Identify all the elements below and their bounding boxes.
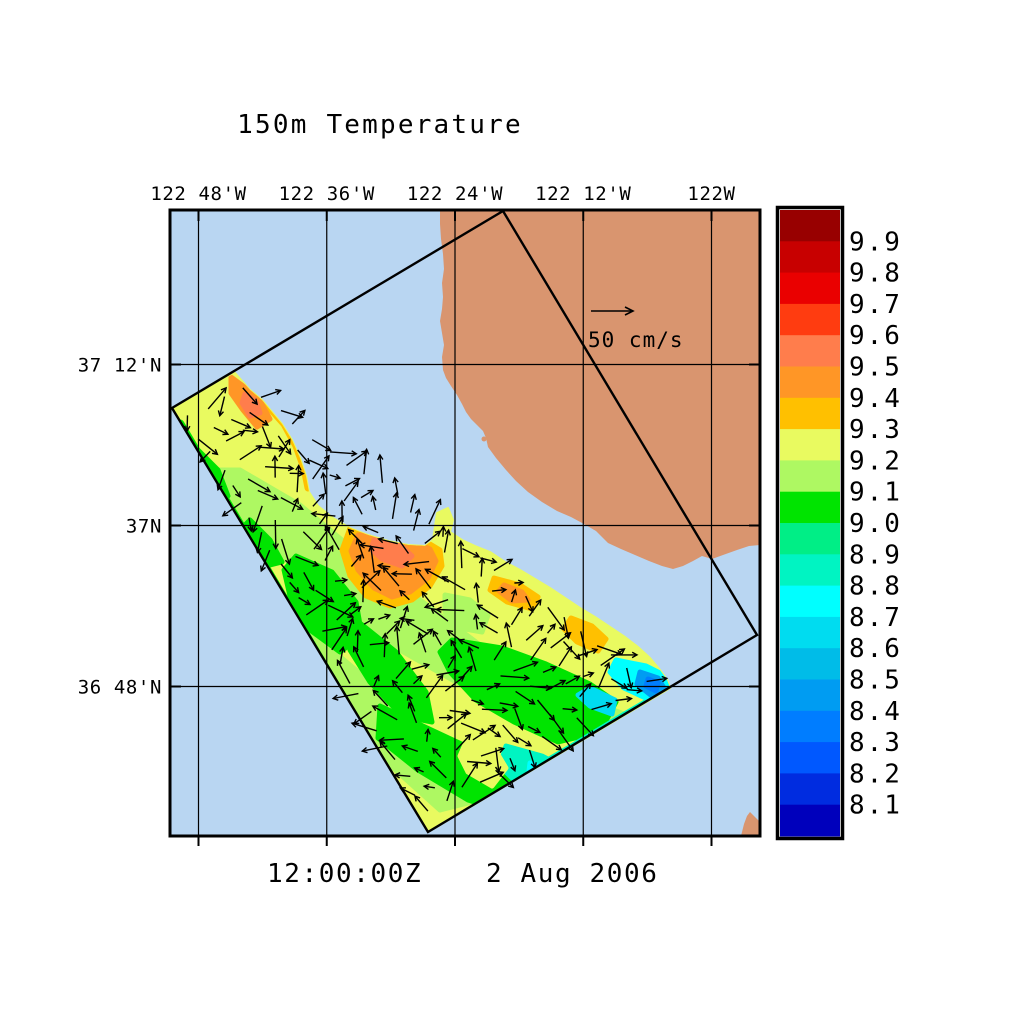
colorbar-tick-label: 9.6 [849,321,902,351]
colorbar-segment [780,335,840,367]
colorbar-segment [780,210,840,242]
longitude-tick-label: 122W [687,183,735,205]
colorbar-segment [780,804,840,837]
longitude-tick-label: 122 24'W [407,183,503,205]
colorbar-segment [780,616,840,649]
colorbar-segment [780,585,840,618]
colorbar-segment [780,241,840,274]
field-patch [437,637,619,745]
colorbar-tick-label: 8.4 [849,697,902,727]
colorbar-segment [780,554,840,587]
vector-scale-arrow [591,306,635,316]
colorbar-tick-label: 9.1 [849,478,902,508]
field-patch [643,676,661,694]
field-patch [347,617,435,725]
graticule [170,210,760,836]
colorbar-tick-label: 8.1 [849,791,902,821]
latitude-tick-label: 37N [126,516,162,538]
colorbar-tick-label: 9.5 [849,353,902,383]
colorbar-tick-label: 9.2 [849,446,902,476]
colorbar-segment [780,491,840,524]
latitude-tick-label: 36 48'N [78,677,162,699]
colorbar-tick-label: 9.0 [849,509,902,539]
axis-ticks [170,210,760,846]
colorbar-tick-label: 9.7 [849,290,902,320]
colorbar-tick-label: 8.8 [849,572,902,602]
colorbar-tick-label: 9.8 [849,259,902,289]
colorbar-segment [780,303,840,336]
colorbar-segment [780,648,840,680]
southeast-coast-landmass [741,812,760,836]
colorbar-segment [780,523,840,555]
latitude-tick-label: 37 12'N [78,355,162,377]
plot-title: 150m Temperature [237,110,523,140]
colorbar-tick-label: 8.5 [849,666,902,696]
colorbar-segment [780,272,840,305]
colorbar: 9.99.89.79.69.59.49.39.29.19.08.98.88.78… [775,205,902,841]
colorbar-tick-label: 9.3 [849,415,902,445]
colorbar-tick-label: 8.9 [849,540,902,570]
caption-time: 12:00:00Z [267,859,422,889]
current-vectors [183,386,669,812]
map-frame [168,208,762,838]
field-patch [457,739,509,789]
built-layers: 122 48'W 122 36'W 122 24'W 122 12'W 122W 37 1… [78,183,902,846]
colorbar-tick-label: 8.3 [849,728,902,758]
field-patch [575,685,618,717]
california-coast-landmass [440,210,760,569]
colorbar-tick-label: 8.6 [849,634,902,664]
longitude-tick-label: 122 36'W [279,183,375,205]
caption-date: 2 Aug 2006 [486,859,659,889]
colorbar-segment [780,366,840,399]
colorbar-segment [780,773,840,806]
vector-scale-label: 50 cm/s [588,328,684,352]
colorbar-segment [780,460,840,493]
colorbar-segment [780,742,840,774]
colorbar-segment [780,710,840,743]
model-domain-box [170,209,759,834]
colorbar-tick-label: 9.9 [849,227,902,257]
longitude-labels: 122 48'W 122 36'W 122 24'W 122 12'W 122W [150,183,735,205]
colorbar-tick-label: 9.4 [849,384,902,414]
colorbar-segment [780,429,840,461]
longitude-tick-label: 122 48'W [150,183,246,205]
colorbar-tick-label: 8.7 [849,603,902,633]
colorbar-tick-label: 8.2 [849,759,902,789]
colorbar-border [775,205,845,841]
latitude-labels: 37 12'N 37N 36 48'N [78,355,162,699]
small-island [481,436,487,442]
land-layer [440,210,760,836]
colorbar-segment [780,679,840,712]
longitude-tick-label: 122 12'W [535,183,631,205]
colorbar-segment [780,397,840,430]
